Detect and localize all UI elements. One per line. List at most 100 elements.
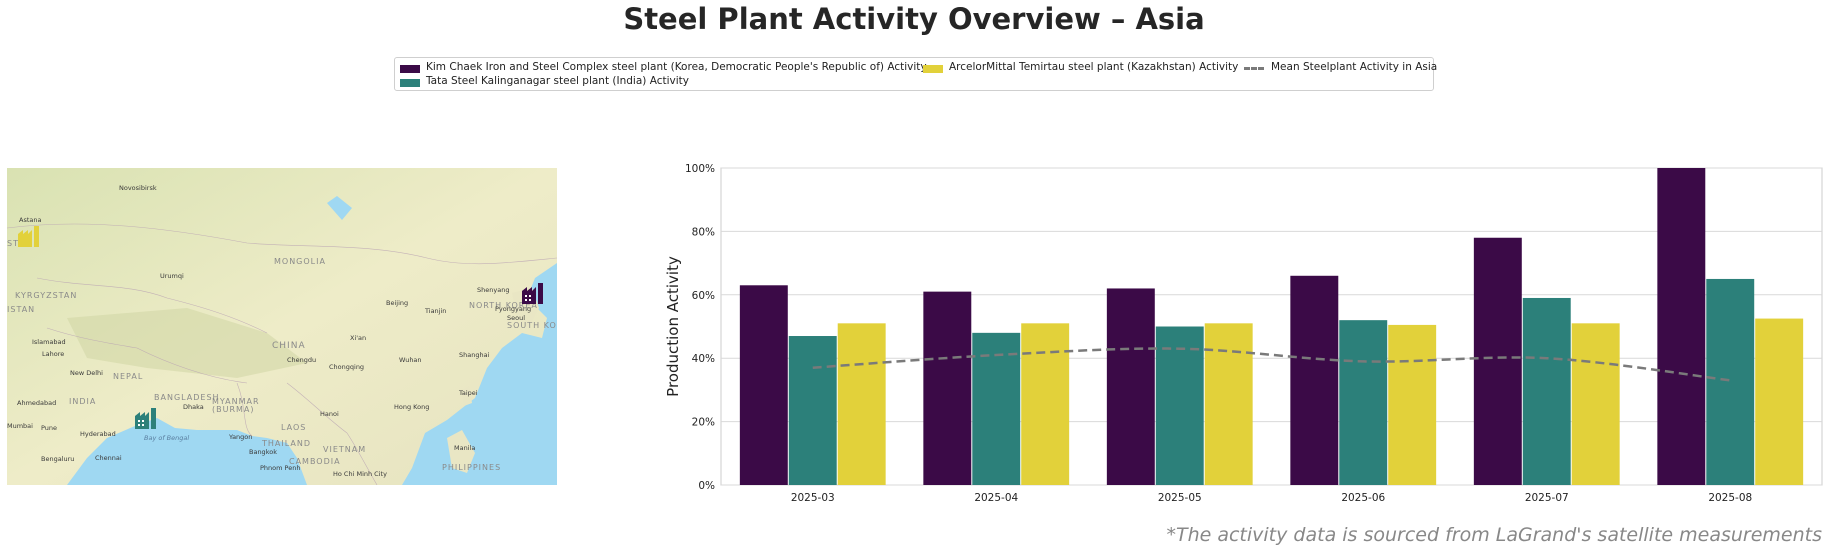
map-label: Manila [454,444,475,452]
bar [1339,320,1388,485]
map-label: Pyongyang [495,305,531,313]
map-label: Astana [19,216,41,224]
map-label: Wuhan [399,356,422,364]
map-label: Pune [41,424,57,432]
map-label: Hanoi [320,410,339,418]
mountain-shading [67,308,307,378]
map-label: Chennai [95,454,122,462]
map-label: THAILAND [261,439,311,448]
factory-marker-arcelormittal [18,226,39,247]
x-tick-label: 2025-03 [791,492,835,504]
bar [837,323,886,485]
map-label: KYRGYZSTAN [15,291,77,300]
map-label: Seoul [507,314,525,322]
map-label: Novosibirsk [119,184,157,192]
bar [1021,323,1070,485]
map-label: MYANMAR [212,397,260,406]
y-tick-label: 80% [692,226,715,238]
bar [1706,278,1755,485]
taiwan [462,386,472,406]
map-label: NORTH KOREA [469,301,538,310]
bar [1522,297,1571,485]
bar [1290,275,1339,485]
y-tick-label: 60% [692,290,715,302]
x-tick-label: 2025-04 [974,492,1018,504]
lake-baikal [327,196,352,220]
bar [1657,168,1706,485]
map-label: LAOS [281,423,306,432]
x-tick-label: 2025-07 [1525,492,1569,504]
map-label: Shanghai [459,351,490,359]
map-label: Ahmedabad [17,399,56,407]
legend-label-tata-steel: Tata Steel Kalinganagar steel plant (Ind… [426,75,689,87]
factory-marker-tata-steel [135,408,156,429]
map-label: BANGLADESH [154,393,220,402]
bar [1204,323,1253,485]
bar [1755,318,1804,485]
map-label: ISTAN [7,305,35,314]
y-tick-label: 100% [685,163,715,175]
map-label: PHILIPPINES [442,463,501,472]
bar [923,291,972,485]
map-label: Yangon [228,433,252,441]
bar [739,285,788,485]
map-label: Lahore [42,350,64,358]
bar [1571,323,1620,485]
sri-lanka-region [102,443,167,485]
plot-area [720,167,1823,486]
legend-label-kim-chaek: Kim Chaek Iron and Steel Complex steel p… [426,61,927,73]
country-borders [7,223,557,485]
y-tick-label: 20% [692,417,715,429]
map-label: Tianjin [424,307,446,315]
bar [1473,237,1522,485]
x-tick-label: 2025-06 [1341,492,1385,504]
legend-swatch-mean [1244,67,1264,70]
y-axis-label: Production Activity [664,256,682,397]
legend-swatch-kim-chaek [400,65,420,73]
map-label: Bangkok [249,448,277,456]
landmass [7,168,557,485]
map-label: (BURMA) [212,405,255,414]
map-label: SOUTH KOREA [507,321,557,330]
y-tick-label: 0% [698,480,715,492]
map-label: Chengdu [287,356,316,364]
map-label: Phnom Penh [260,464,300,472]
chart-legend: Kim Chaek Iron and Steel Complex steel p… [394,57,1438,91]
map-label: Beijing [386,299,408,307]
map-label: New Delhi [70,369,103,377]
legend-swatch-tata-steel [400,79,420,87]
bar [1155,326,1204,485]
map-label: Urumqi [160,272,184,280]
factory-icon [18,234,32,247]
factory-marker-kim-chaek [522,283,543,304]
legend-label-arcelormittal: ArcelorMittal Temirtau steel plant (Kaza… [949,61,1239,73]
map-labels: Novosibirsk Astana Urumqi MONGOLIA Beiji… [7,184,557,478]
y-tick-label: 40% [692,353,715,365]
map-label: VIETNAM [323,445,366,454]
map-label: MONGOLIA [274,257,326,266]
philippines [447,430,475,473]
legend-swatch-arcelormittal [923,65,943,73]
map-label: Hyderabad [80,430,116,438]
legend-label-mean: Mean Steelplant Activity in Asia [1271,61,1438,73]
map-label: Shenyang [477,286,509,294]
map-label: Bay of Bengal [144,434,189,442]
bar [972,332,1021,485]
map-label: Chongqing [329,363,364,371]
source-note: *The activity data is sourced from LaGra… [1166,524,1822,546]
map-label: Dhaka [183,403,204,411]
map-label: Mumbai [7,422,33,430]
map-label: Hong Kong [394,403,429,411]
map-label: CAMBODIA [289,457,341,466]
map-label: Bengaluru [41,455,74,463]
map-label: CHINA [272,341,306,351]
x-tick-label: 2025-08 [1708,492,1752,504]
map-label: Taipei [458,389,478,397]
map-label: Xi'an [350,334,366,342]
bar [1106,288,1155,485]
bar [1388,324,1437,485]
page-title: Steel Plant Activity Overview – Asia [623,2,1205,36]
map-label: Ho Chi Minh City [333,470,387,478]
asia-map: Novosibirsk Astana Urumqi MONGOLIA Beiji… [7,168,557,485]
